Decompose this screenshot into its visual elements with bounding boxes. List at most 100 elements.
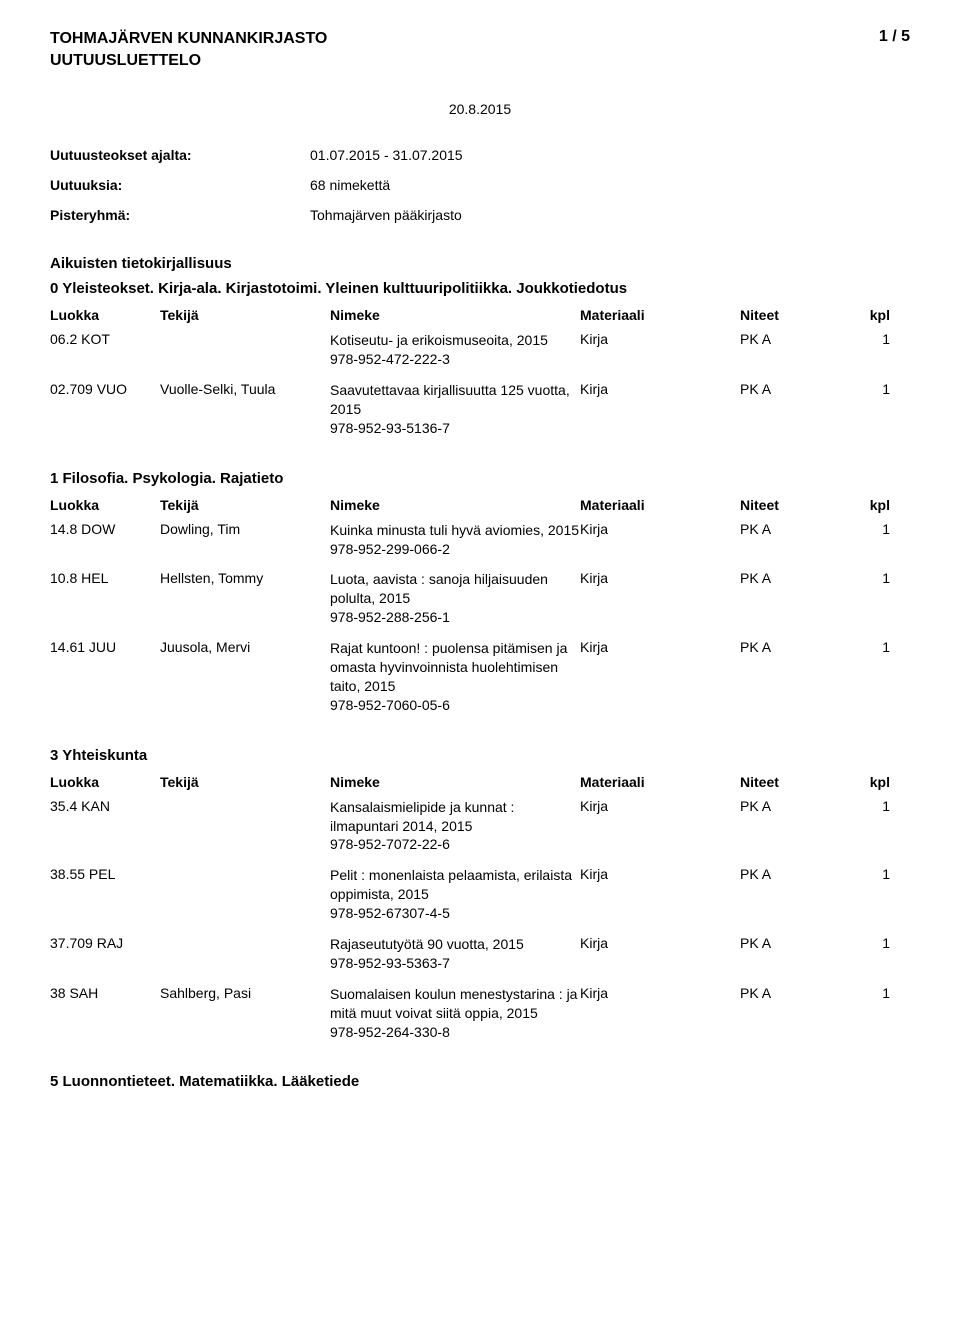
col-tekija: Tekijä xyxy=(160,774,330,790)
col-materiaali: Materiaali xyxy=(580,774,740,790)
header-row: TOHMAJÄRVEN KUNNANKIRJASTO UUTUUSLUETTEL… xyxy=(50,28,910,71)
section-title: Aikuisten tietokirjallisuus xyxy=(50,255,910,272)
cell-materiaali: Kirja xyxy=(580,570,740,586)
cell-niteet: PK A xyxy=(740,331,850,347)
cell-materiaali: Kirja xyxy=(580,935,740,951)
table-row: 37.709 RAJ Rajaseututyötä 90 vuotta, 2015… xyxy=(50,935,910,973)
table-row: 10.8 HELHellsten, TommyLuota, aavista : … xyxy=(50,570,910,627)
col-kpl: kpl xyxy=(850,497,890,513)
page-indicator: 1 / 5 xyxy=(879,28,910,46)
cell-kpl: 1 xyxy=(850,935,890,951)
cell-nimeke: Rajaseututyötä 90 vuotta, 2015978-952-93… xyxy=(330,935,580,973)
col-tekija: Tekijä xyxy=(160,307,330,323)
meta-period-value: 01.07.2015 - 31.07.2015 xyxy=(310,147,463,163)
column-header-row: LuokkaTekijäNimekeMateriaaliNiteetkpl xyxy=(50,307,910,323)
section-title: 5 Luonnontieteet. Matematiikka. Lääketie… xyxy=(50,1073,910,1090)
col-nimeke: Nimeke xyxy=(330,774,580,790)
list-title: UUTUUSLUETTELO xyxy=(50,50,327,72)
meta-row-count: Uutuuksia: 68 nimekettä xyxy=(50,177,910,193)
cell-materiaali: Kirja xyxy=(580,381,740,397)
cell-luokka: 10.8 HEL xyxy=(50,570,160,586)
col-luokka: Luokka xyxy=(50,307,160,323)
col-tekija: Tekijä xyxy=(160,497,330,513)
cell-luokka: 38 SAH xyxy=(50,985,160,1001)
meta-count-label: Uutuuksia: xyxy=(50,177,310,193)
cell-nimeke: Kotiseutu- ja erikoismuseoita, 2015978-9… xyxy=(330,331,580,369)
section-subtitle: 0 Yleisteokset. Kirja-ala. Kirjastotoimi… xyxy=(50,280,910,297)
library-name: TOHMAJÄRVEN KUNNANKIRJASTO xyxy=(50,28,327,50)
cell-luokka: 02.709 VUO xyxy=(50,381,160,397)
col-kpl: kpl xyxy=(850,307,890,323)
cell-materiaali: Kirja xyxy=(580,639,740,655)
cell-nimeke: Suomalaisen koulun menestystarina : ja m… xyxy=(330,985,580,1042)
cell-materiaali: Kirja xyxy=(580,985,740,1001)
col-nimeke: Nimeke xyxy=(330,497,580,513)
page-container: TOHMAJÄRVEN KUNNANKIRJASTO UUTUUSLUETTEL… xyxy=(0,0,960,1138)
cell-niteet: PK A xyxy=(740,798,850,814)
cell-tekija: Sahlberg, Pasi xyxy=(160,985,330,1001)
col-niteet: Niteet xyxy=(740,774,850,790)
cell-tekija: Dowling, Tim xyxy=(160,521,330,537)
cell-tekija: Juusola, Mervi xyxy=(160,639,330,655)
cell-kpl: 1 xyxy=(850,570,890,586)
table-row: 35.4 KANKansalaismielipide ja kunnat : i… xyxy=(50,798,910,855)
cell-niteet: PK A xyxy=(740,570,850,586)
cell-kpl: 1 xyxy=(850,798,890,814)
table-row: 02.709 VUOVuolle-Selki, TuulaSaavutettav… xyxy=(50,381,910,438)
cell-luokka: 14.8 DOW xyxy=(50,521,160,537)
meta-period-label: Uutuusteokset ajalta: xyxy=(50,147,310,163)
cell-luokka: 37.709 RAJ xyxy=(50,935,160,951)
cell-materiaali: Kirja xyxy=(580,521,740,537)
col-materiaali: Materiaali xyxy=(580,307,740,323)
col-kpl: kpl xyxy=(850,774,890,790)
cell-niteet: PK A xyxy=(740,866,850,882)
cell-nimeke: Rajat kuntoon! : puolensa pitämisen ja o… xyxy=(330,639,580,715)
cell-niteet: PK A xyxy=(740,521,850,537)
meta-branch-label: Pisteryhmä: xyxy=(50,207,310,223)
section-title: 3 Yhteiskunta xyxy=(50,747,910,764)
table-row: 14.61 JUUJuusola, MerviRajat kuntoon! : … xyxy=(50,639,910,715)
cell-kpl: 1 xyxy=(850,639,890,655)
cell-niteet: PK A xyxy=(740,381,850,397)
meta-row-period: Uutuusteokset ajalta: 01.07.2015 - 31.07… xyxy=(50,147,910,163)
meta-count-value: 68 nimekettä xyxy=(310,177,390,193)
cell-nimeke: Saavutettavaa kirjallisuutta 125 vuotta,… xyxy=(330,381,580,438)
cell-kpl: 1 xyxy=(850,381,890,397)
meta-row-branch: Pisteryhmä: Tohmajärven pääkirjasto xyxy=(50,207,910,223)
cell-materiaali: Kirja xyxy=(580,866,740,882)
col-nimeke: Nimeke xyxy=(330,307,580,323)
col-materiaali: Materiaali xyxy=(580,497,740,513)
table-row: 14.8 DOWDowling, TimKuinka minusta tuli … xyxy=(50,521,910,559)
report-date: 20.8.2015 xyxy=(50,101,910,117)
col-niteet: Niteet xyxy=(740,497,850,513)
column-header-row: LuokkaTekijäNimekeMateriaaliNiteetkpl xyxy=(50,497,910,513)
cell-luokka: 06.2 KOT xyxy=(50,331,160,347)
cell-nimeke: Pelit : monenlaista pelaamista, erilaist… xyxy=(330,866,580,923)
cell-luokka: 38.55 PEL xyxy=(50,866,160,882)
cell-materiaali: Kirja xyxy=(580,331,740,347)
cell-luokka: 35.4 KAN xyxy=(50,798,160,814)
section-title: 1 Filosofia. Psykologia. Rajatieto xyxy=(50,470,910,487)
col-niteet: Niteet xyxy=(740,307,850,323)
cell-luokka: 14.61 JUU xyxy=(50,639,160,655)
cell-niteet: PK A xyxy=(740,985,850,1001)
cell-tekija: Vuolle-Selki, Tuula xyxy=(160,381,330,397)
cell-kpl: 1 xyxy=(850,985,890,1001)
cell-kpl: 1 xyxy=(850,331,890,347)
cell-materiaali: Kirja xyxy=(580,798,740,814)
table-row: 38.55 PEL Pelit : monenlaista pelaamista,… xyxy=(50,866,910,923)
sections-container: Aikuisten tietokirjallisuus 0 Yleisteokse… xyxy=(50,255,910,1090)
cell-niteet: PK A xyxy=(740,639,850,655)
table-row: 38 SAHSahlberg, PasiSuomalaisen koulun m… xyxy=(50,985,910,1042)
cell-niteet: PK A xyxy=(740,935,850,951)
table-row: 06.2 KOT Kotiseutu- ja erikoismuseoita, 2… xyxy=(50,331,910,369)
cell-kpl: 1 xyxy=(850,521,890,537)
header-left: TOHMAJÄRVEN KUNNANKIRJASTO UUTUUSLUETTEL… xyxy=(50,28,327,71)
meta-branch-value: Tohmajärven pääkirjasto xyxy=(310,207,462,223)
col-luokka: Luokka xyxy=(50,774,160,790)
meta-block: Uutuusteokset ajalta: 01.07.2015 - 31.07… xyxy=(50,147,910,223)
column-header-row: LuokkaTekijäNimekeMateriaaliNiteetkpl xyxy=(50,774,910,790)
cell-nimeke: Luota, aavista : sanoja hiljaisuuden pol… xyxy=(330,570,580,627)
cell-tekija: Hellsten, Tommy xyxy=(160,570,330,586)
col-luokka: Luokka xyxy=(50,497,160,513)
